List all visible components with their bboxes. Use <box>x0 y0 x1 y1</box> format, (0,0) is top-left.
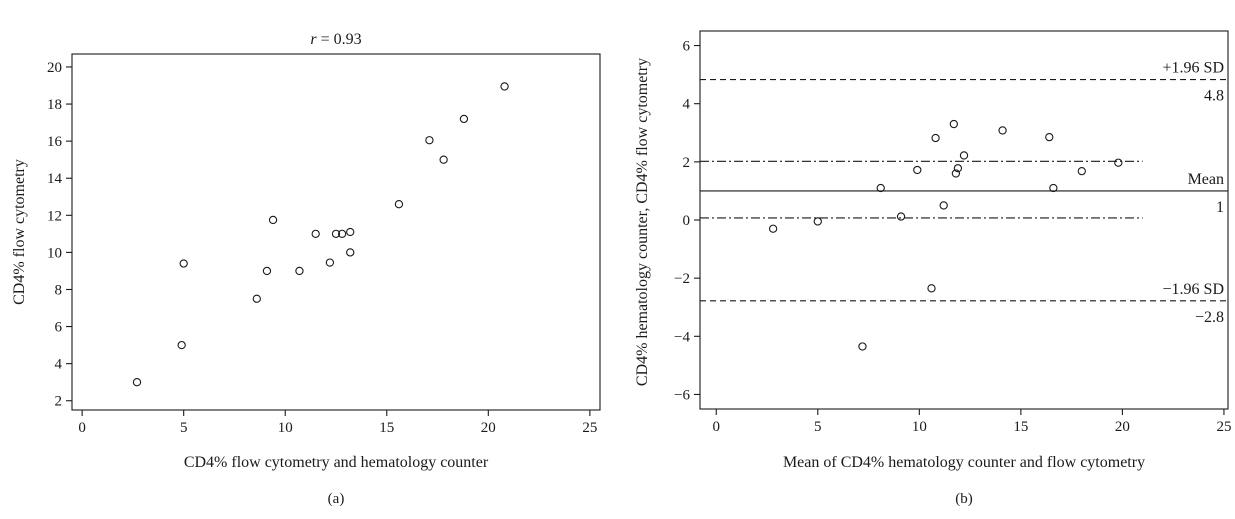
upper-limit-value: 4.8 <box>1204 88 1224 105</box>
data-point <box>1045 132 1054 142</box>
data-point <box>439 155 448 164</box>
panel-a-y-tick-label: 20 <box>47 60 62 76</box>
panel-a-title: r = 0.93 <box>310 31 361 48</box>
panel-b-x-tick-label: 25 <box>1216 419 1231 435</box>
data-point <box>1114 158 1123 167</box>
panel-b-y-tick-label: 2 <box>683 155 691 171</box>
panel-b-y-tick-label: −2 <box>674 271 690 287</box>
lower-limit-label: −1.96 SD <box>1163 281 1224 298</box>
data-point <box>813 217 822 226</box>
panel-a-y-tick-label: 12 <box>47 208 62 224</box>
panel-a-y-axis-title: CD4% flow cytometry <box>11 159 28 305</box>
panel-a-x-axis-title: CD4% flow cytometry and hematology count… <box>184 454 489 471</box>
mean-label: Mean <box>1188 171 1224 188</box>
data-point <box>346 248 355 257</box>
data-point <box>325 258 335 267</box>
panel-a-plot-frame <box>71 53 601 411</box>
data-point <box>913 165 922 175</box>
data-point <box>262 266 272 276</box>
data-point <box>858 342 867 351</box>
panel-a-x-ticks: 0 5 10 15 20 25 <box>78 410 597 436</box>
data-point <box>927 284 936 293</box>
data-point <box>949 119 958 129</box>
panel-b-plot-frame <box>699 30 1229 410</box>
data-point <box>394 200 404 209</box>
lower-limit-value: −2.8 <box>1195 309 1224 326</box>
data-point <box>425 136 434 145</box>
data-point <box>331 229 341 239</box>
data-point <box>998 126 1007 135</box>
panel-b-y-axis-title: CD4% hematology counter, CD4% flow cytom… <box>634 58 651 386</box>
panel-b-x-tick-label: 15 <box>1013 419 1028 435</box>
panel-b-y-tick-label: 6 <box>683 39 691 55</box>
panel-a-y-ticks: 2 4 6 8 10 12 14 16 18 20 <box>47 60 72 410</box>
panel-a-title-var: r <box>310 31 317 48</box>
data-point <box>931 133 940 143</box>
panel-a-y-tick-label: 16 <box>47 134 63 150</box>
panel-a-x-tick-label: 25 <box>582 420 597 436</box>
data-point <box>179 259 188 268</box>
data-point <box>896 212 906 221</box>
data-point <box>959 151 969 160</box>
data-point <box>311 229 320 239</box>
panel-b-x-ticks: 0 5 10 15 20 25 <box>712 409 1231 435</box>
panel-a-label: (a) <box>328 491 345 507</box>
panel-b-x-axis-title: Mean of CD4% hematology counter and flow… <box>783 454 1145 471</box>
panel-b-points <box>768 119 1123 351</box>
data-point <box>951 169 961 178</box>
data-point <box>252 294 261 303</box>
panel-b-y-tick-label: 4 <box>683 97 691 113</box>
panel-a: 2 4 6 8 10 12 14 16 18 20 0 5 10 15 20 25 r = 0.93 CD4… <box>11 31 601 507</box>
data-point <box>337 229 347 239</box>
upper-limit-label: +1.96 SD <box>1163 60 1224 77</box>
panel-a-y-tick-label: 10 <box>47 245 62 261</box>
panel-a-points <box>132 82 509 387</box>
panel-a-x-tick-label: 10 <box>278 420 293 436</box>
panel-a-x-tick-label: 5 <box>180 420 188 436</box>
panel-a-y-tick-label: 6 <box>55 320 63 336</box>
panel-b-y-tick-label: 0 <box>683 213 691 229</box>
panel-b-y-tick-label: −4 <box>674 329 690 345</box>
panel-a-y-tick-label: 4 <box>55 357 63 373</box>
panel-a-y-tick-label: 8 <box>55 282 63 298</box>
panel-a-x-tick-label: 20 <box>481 420 496 436</box>
panel-b-label: (b) <box>955 491 973 507</box>
panel-b-x-tick-label: 10 <box>912 419 927 435</box>
panel-b-x-tick-label: 0 <box>712 419 720 435</box>
panel-b: −6 −4 −2 0 2 4 6 0 5 10 15 20 25 +1.96 SD 4.8 Mean … <box>634 30 1231 507</box>
panel-b-y-ticks: −6 −4 −2 0 2 4 6 <box>674 39 700 403</box>
data-point <box>768 224 778 233</box>
mean-value: 1 <box>1216 199 1224 216</box>
data-point <box>295 266 304 276</box>
data-point <box>876 183 885 193</box>
panel-a-title-value: = 0.93 <box>317 31 362 48</box>
panel-b-x-tick-label: 20 <box>1115 419 1130 435</box>
panel-a-x-tick-label: 15 <box>379 420 394 436</box>
data-point <box>459 114 469 124</box>
panel-a-y-tick-label: 18 <box>47 97 62 113</box>
panel-b-y-tick-label: −6 <box>674 387 690 403</box>
data-point <box>953 164 963 173</box>
panel-a-y-tick-label: 2 <box>55 394 63 410</box>
data-point <box>177 340 186 350</box>
data-point <box>268 215 278 225</box>
data-point <box>346 227 355 237</box>
panel-a-y-tick-label: 14 <box>47 171 63 187</box>
panel-a-x-tick-label: 0 <box>78 420 86 436</box>
data-point <box>1077 167 1086 176</box>
panel-b-x-tick-label: 5 <box>814 419 822 435</box>
data-point <box>1049 183 1058 193</box>
data-point <box>500 82 509 91</box>
data-point <box>132 378 142 387</box>
data-point <box>939 201 948 210</box>
